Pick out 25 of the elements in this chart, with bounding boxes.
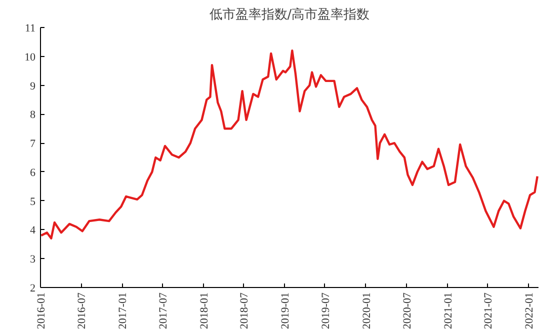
x-tick-label: 2017-01 — [117, 292, 130, 330]
y-tick-label: 3 — [30, 254, 36, 266]
y-tick-label: 11 — [24, 22, 36, 34]
x-tick-label: 2019-07 — [320, 292, 332, 330]
chart-title: 低市盈率指数/高市盈率指数 — [209, 6, 370, 22]
x-tick-label: 2019-01 — [280, 292, 292, 330]
x-tick-label: 2020-07 — [401, 292, 414, 330]
y-tick-label: 9 — [30, 80, 36, 92]
y-tick-label: 6 — [30, 166, 36, 179]
x-tick-label: 2020-01 — [360, 292, 373, 330]
y-tick-label: 4 — [30, 224, 36, 237]
y-tick-label: 10 — [24, 51, 36, 64]
x-tick-label: 2022-01 — [524, 292, 536, 330]
y-tick-label: 8 — [30, 109, 36, 122]
x-tick-label: 2017-07 — [157, 292, 170, 330]
x-tick-label: 2021-07 — [482, 292, 495, 330]
x-tick-label: 2016-01 — [36, 292, 48, 330]
line-series — [40, 50, 538, 240]
y-tick-label: 2 — [30, 282, 36, 294]
x-tick-label: 2018-07 — [238, 292, 251, 330]
y-tick-label: 7 — [30, 138, 36, 150]
x-tick-label: 2021-01 — [442, 292, 454, 330]
x-tick-label: 2016-07 — [76, 292, 88, 330]
y-tick-label: 5 — [30, 196, 36, 208]
x-tick-label: 2018-01 — [198, 292, 210, 330]
